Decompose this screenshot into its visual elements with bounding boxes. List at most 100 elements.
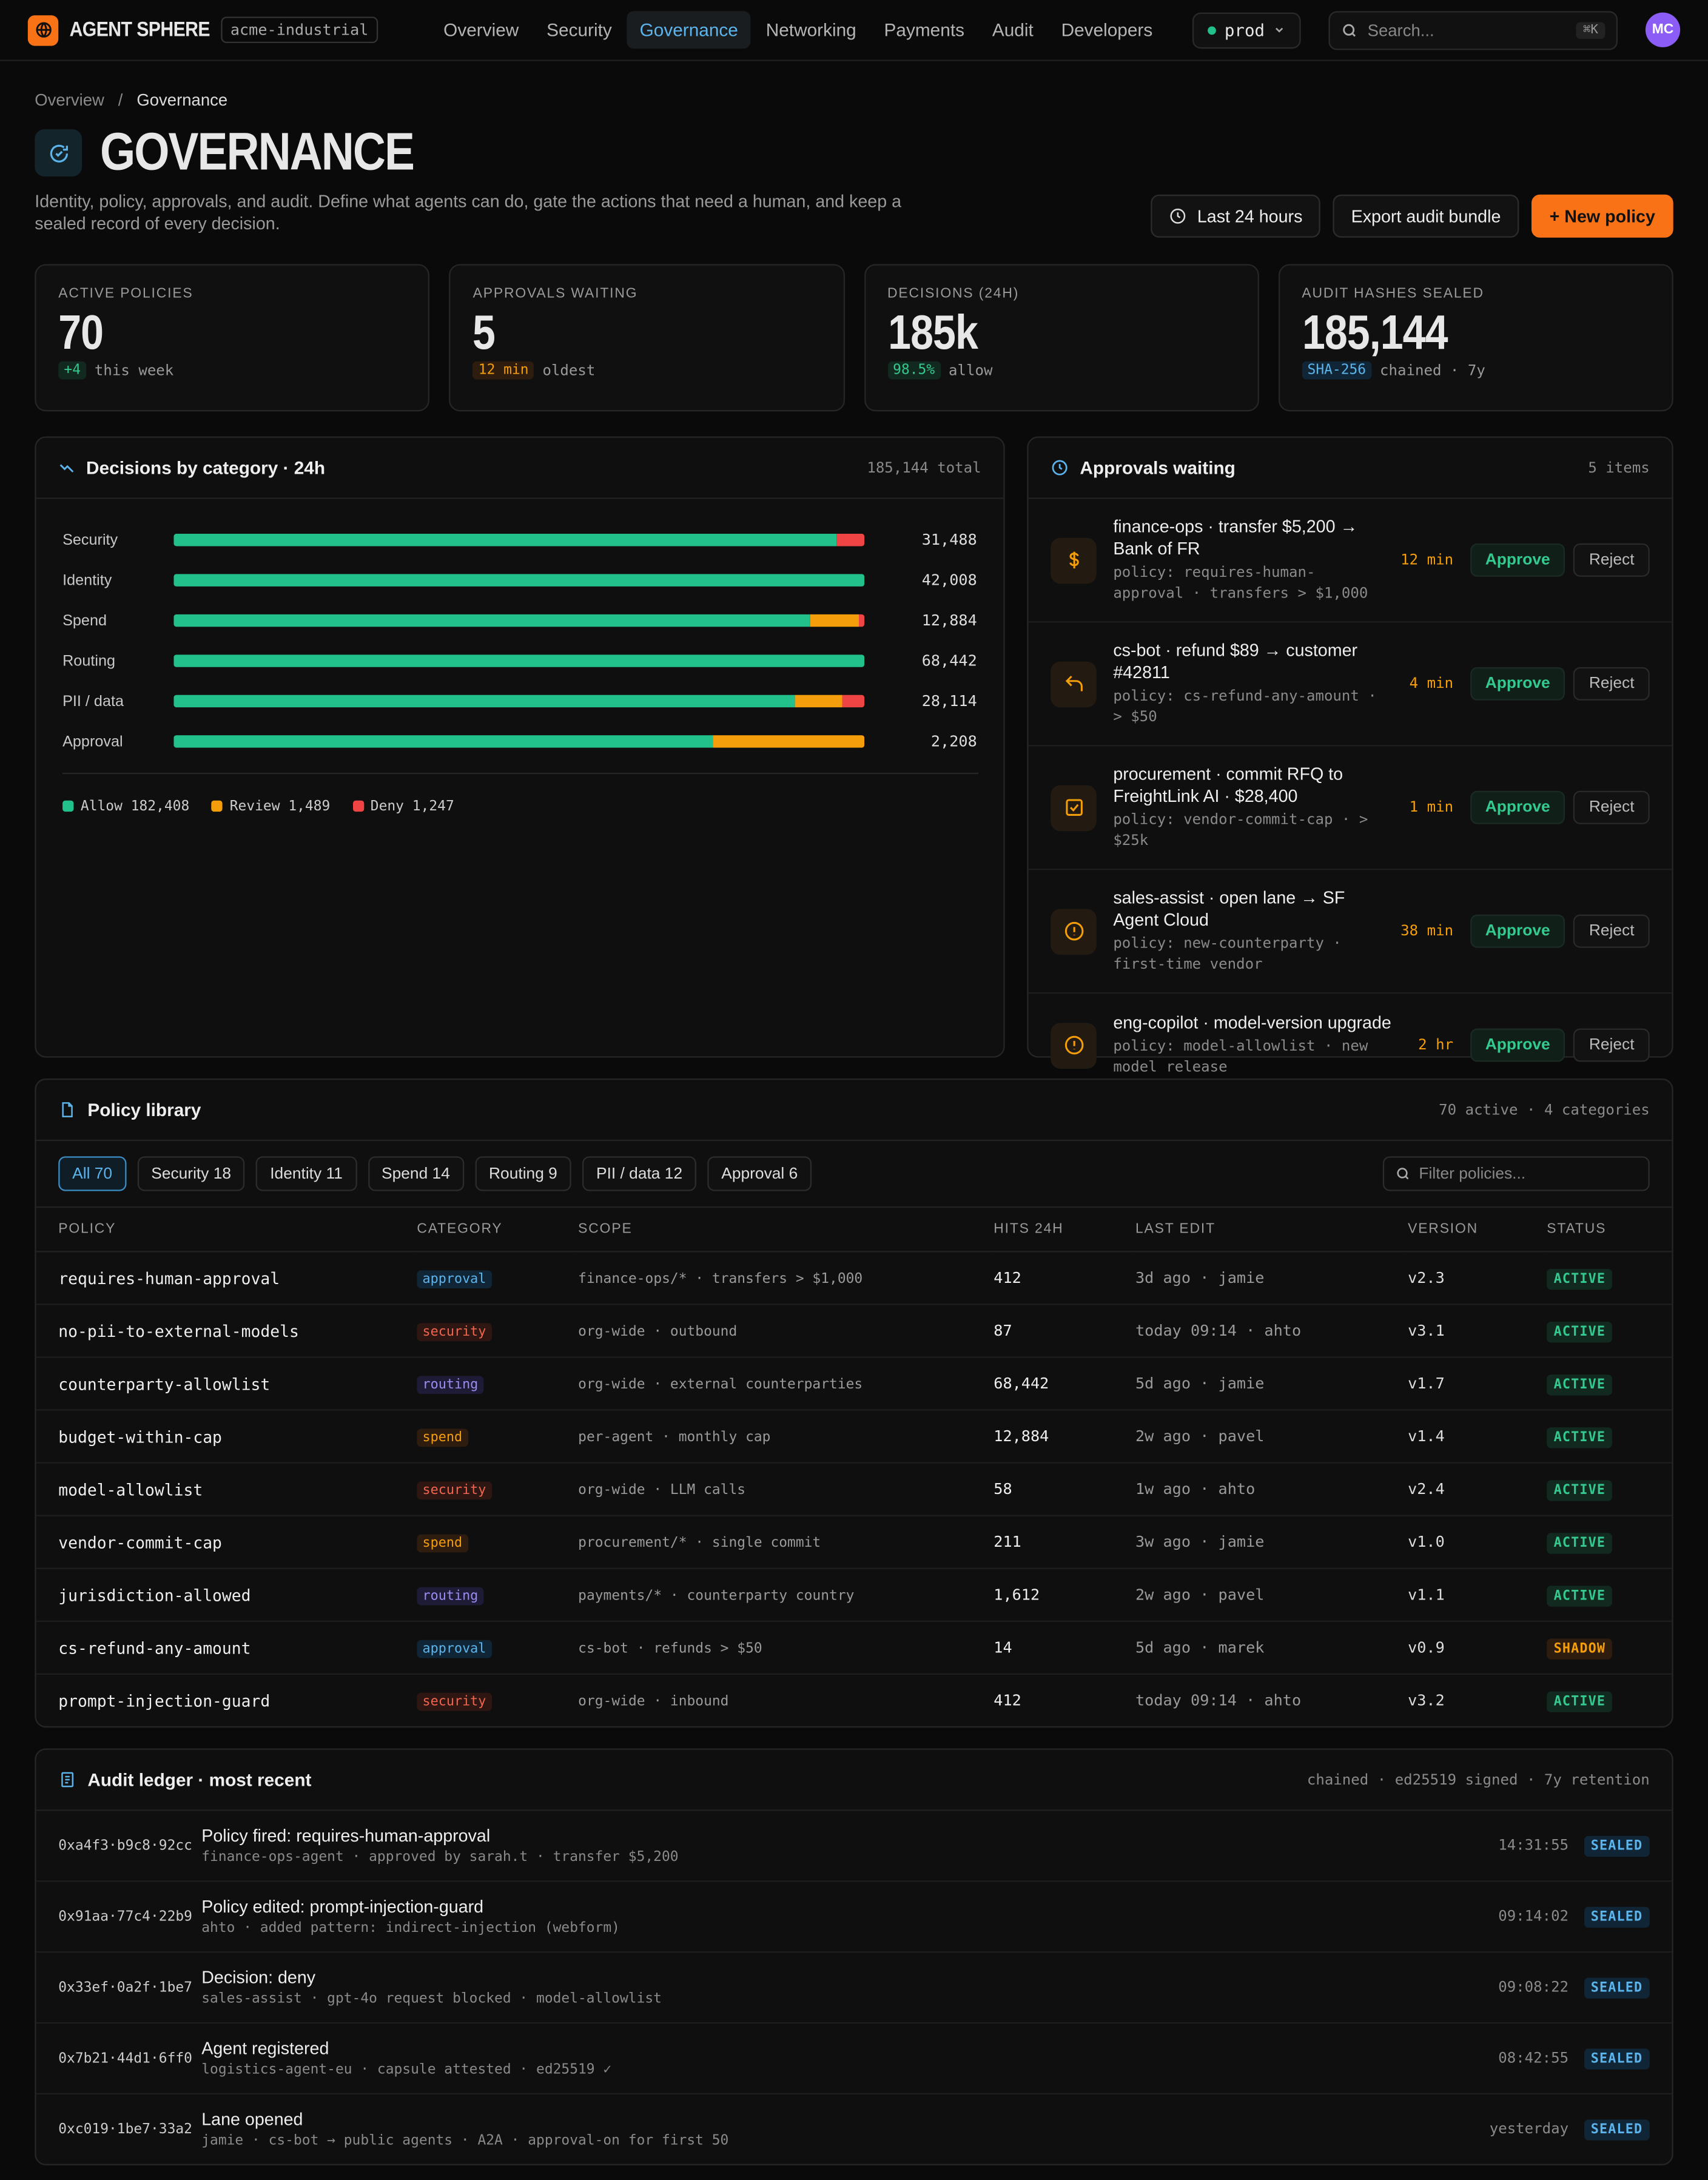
cell: counterparty-allowlist: [36, 1357, 416, 1411]
policy-row[interactable]: model-allowlist security org-wide · LLM ca…: [36, 1462, 1672, 1516]
nav-tab[interactable]: Payments: [884, 19, 965, 41]
policy-row[interactable]: jurisdiction-allowed routing payments/* · …: [36, 1568, 1672, 1622]
policy-row[interactable]: counterparty-allowlist routing org-wide · …: [36, 1357, 1672, 1411]
cell: approval: [415, 1251, 577, 1305]
policy-name: model-allowlist: [58, 1479, 203, 1499]
entry-status: SEALED: [1584, 2119, 1650, 2140]
icon-part: [1397, 1168, 1408, 1179]
search[interactable]: Search... ⌘K: [1328, 10, 1618, 50]
last-edit: 5d ago · jamie: [1135, 1374, 1265, 1393]
entry-text: Decision: deny sales-assist · gpt-4o requ…: [201, 1968, 662, 2007]
kpi-note-text: oldest: [542, 362, 596, 379]
audit-panel: Audit ledger · most recent chained · ed25…: [35, 1748, 1673, 2165]
approve-button[interactable]: Approve: [1470, 1028, 1565, 1062]
reject-button[interactable]: Reject: [1573, 790, 1650, 824]
crumb-sep: /: [118, 90, 123, 110]
cell: org-wide · inbound: [577, 1674, 992, 1726]
category-chip: approval: [417, 1639, 492, 1658]
icon-part: [1177, 212, 1182, 218]
approval-title: sales-assist · open lane → SF Agent Clou…: [1113, 888, 1345, 930]
filter-chip[interactable]: PII / data 12: [582, 1156, 697, 1191]
policy-row[interactable]: cs-refund-any-amount approval cs-bot · ref…: [36, 1621, 1672, 1675]
reject-button[interactable]: Reject: [1573, 543, 1650, 577]
legend-total: 182,408: [130, 799, 190, 815]
scope: org-wide · inbound: [578, 1693, 729, 1709]
nav-tab[interactable]: Governance: [627, 11, 751, 49]
cell: budget-within-cap: [36, 1410, 416, 1464]
policy-row[interactable]: no-pii-to-external-models security org-wid…: [36, 1304, 1672, 1358]
policy-name: cs-refund-any-amount: [58, 1638, 251, 1658]
status-chip: ACTIVE: [1547, 1373, 1613, 1395]
nav-tab[interactable]: Audit: [992, 19, 1034, 41]
policy-row[interactable]: vendor-commit-cap spend procurement/* · si…: [36, 1515, 1672, 1569]
last-edit: 5d ago · marek: [1135, 1638, 1265, 1657]
nav-tab[interactable]: Overview: [443, 19, 519, 41]
cell: 3d ago · jamie: [1134, 1251, 1407, 1305]
filter-chip[interactable]: Security 18: [137, 1156, 245, 1191]
cell: ACTIVE: [1545, 1410, 1672, 1464]
reject-button[interactable]: Reject: [1573, 914, 1650, 948]
cell: 2w ago · pavel: [1134, 1568, 1407, 1622]
last-edit: 1w ago · ahto: [1135, 1480, 1256, 1499]
chart-row: Security 31,488: [62, 520, 977, 560]
approval-title: finance-ops · transfer $5,200 → Bank of …: [1113, 517, 1358, 559]
approval-icon: [1051, 1022, 1097, 1068]
env-select[interactable]: prod: [1192, 12, 1301, 49]
icon-part: [36, 22, 50, 38]
category-label: Identity: [62, 571, 112, 589]
cell: ACTIVE: [1545, 1674, 1672, 1726]
approve-button[interactable]: Approve: [1470, 914, 1565, 948]
new-policy-button[interactable]: + New policy: [1531, 194, 1673, 238]
filter-chip[interactable]: Approval 6: [707, 1156, 812, 1191]
kpi-card: APPROVALS WAITING 5 12 min oldest: [449, 264, 844, 412]
bar-segment: [836, 533, 865, 547]
title-block: GOVERNANCE Identity, policy, approvals, …: [35, 127, 1151, 235]
reject-button[interactable]: Reject: [1573, 667, 1650, 701]
filter-chip[interactable]: Routing 9: [475, 1156, 571, 1191]
time-range-button[interactable]: Last 24 hours: [1151, 194, 1321, 238]
org-chip[interactable]: acme-industrial: [220, 16, 378, 44]
approval-icon: [1051, 537, 1097, 584]
policy-row[interactable]: budget-within-cap spend per-agent · monthl…: [36, 1410, 1672, 1464]
cell: spend: [415, 1410, 577, 1464]
crumb[interactable]: Overview: [35, 90, 104, 110]
cell: ACTIVE: [1545, 1515, 1672, 1569]
panel-header: Approvals waiting 5 items: [1028, 438, 1672, 499]
panel-title: Audit ledger · most recent: [87, 1769, 312, 1791]
scope: cs-bot · refunds > $50: [578, 1640, 762, 1657]
nav-tab[interactable]: Security: [546, 19, 612, 41]
filter-search[interactable]: Filter policies...: [1382, 1156, 1650, 1191]
version: v2.4: [1408, 1480, 1445, 1499]
last-edit: today 09:14 · ahto: [1135, 1322, 1302, 1340]
avatar[interactable]: MC: [1645, 12, 1681, 47]
nav-tab[interactable]: Networking: [765, 19, 856, 41]
nav-tab[interactable]: Developers: [1061, 19, 1153, 41]
bar-segment: [795, 695, 843, 708]
kpi-value: 185k: [887, 306, 978, 360]
approve-button[interactable]: Approve: [1470, 790, 1565, 824]
decisions-panel: Decisions by category · 24h 185,144 total…: [35, 436, 1005, 1058]
approve-button[interactable]: Approve: [1470, 543, 1565, 577]
category-total: 2,208: [930, 732, 977, 751]
policy-row[interactable]: requires-human-approval approval finance-o…: [36, 1251, 1672, 1305]
kpi-note: +4 this week: [58, 361, 406, 380]
entry-time: 08:42:55: [1498, 2050, 1569, 2067]
scope: org-wide · external counterparties: [578, 1376, 863, 1392]
kpi-badge: 98.5%: [887, 361, 941, 380]
policy-name: requires-human-approval: [58, 1268, 280, 1288]
approve-button[interactable]: Approve: [1470, 667, 1565, 701]
filter-chip[interactable]: All 70: [58, 1156, 127, 1191]
logo[interactable]: [27, 15, 59, 45]
filter-chip[interactable]: Spend 14: [368, 1156, 464, 1191]
filter-bar: All 70 Security 18 Identity 11 Spend 14 Rout…: [36, 1141, 1672, 1208]
legend-total: 1,489: [288, 799, 331, 815]
hits: 412: [994, 1691, 1021, 1710]
reject-button[interactable]: Reject: [1573, 1028, 1650, 1062]
cell: today 09:14 · ahto: [1134, 1674, 1407, 1726]
export-button[interactable]: Export audit bundle: [1333, 194, 1519, 238]
version: v2.3: [1408, 1268, 1445, 1287]
policy-row[interactable]: prompt-injection-guard security org-wide ·…: [36, 1674, 1672, 1726]
kpi-card: AUDIT HASHES SEALED 185,144 SHA-256 chained…: [1278, 264, 1673, 412]
filter-chip[interactable]: Identity 11: [256, 1156, 357, 1191]
legend-item: Allow 182,408: [62, 799, 190, 815]
